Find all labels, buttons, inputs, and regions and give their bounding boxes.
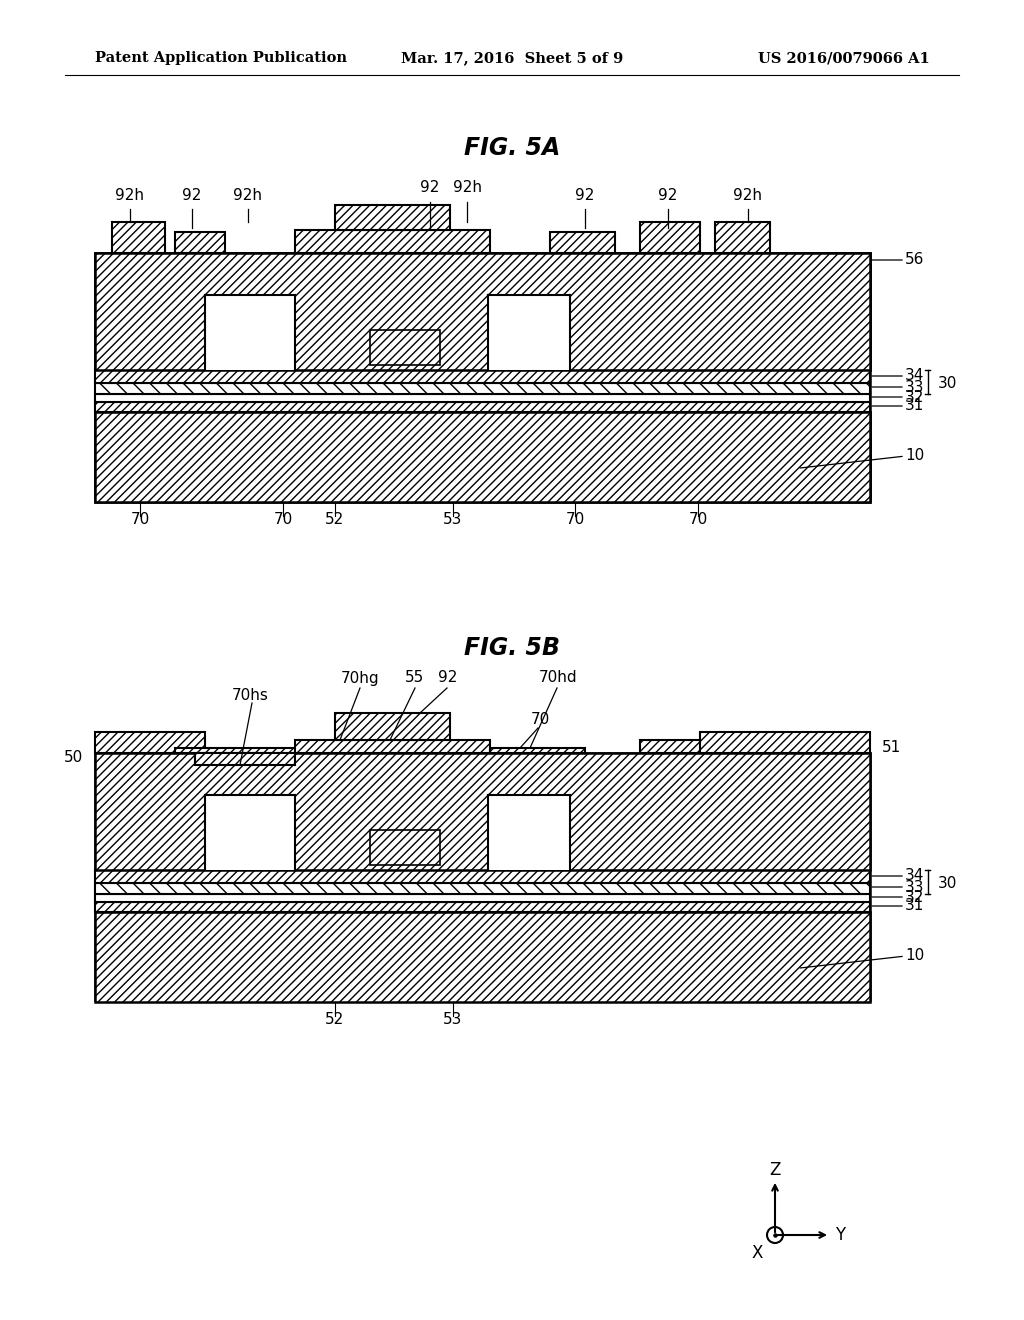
Bar — [95, 912, 870, 1002]
Bar — [370, 830, 440, 865]
Bar — [570, 294, 650, 360]
Text: 32: 32 — [872, 890, 925, 904]
Text: 34: 34 — [872, 368, 925, 384]
Text: 70: 70 — [565, 512, 585, 528]
Bar — [640, 222, 700, 253]
Bar — [95, 870, 870, 883]
Text: 92h: 92h — [233, 187, 262, 202]
Text: 92h: 92h — [116, 187, 144, 202]
Text: 33: 33 — [872, 380, 925, 395]
Text: 70: 70 — [130, 512, 150, 528]
Text: 56: 56 — [872, 252, 925, 268]
Bar — [488, 795, 570, 870]
Bar — [295, 741, 490, 752]
Bar — [335, 713, 450, 741]
Bar — [95, 733, 205, 752]
Bar — [95, 393, 870, 403]
Text: 92: 92 — [438, 671, 458, 685]
Text: 10: 10 — [800, 948, 925, 968]
Bar — [95, 894, 870, 902]
Bar — [488, 294, 570, 370]
Bar — [700, 733, 870, 752]
Text: 92h: 92h — [733, 187, 763, 202]
Bar — [490, 748, 585, 752]
Bar — [205, 795, 295, 870]
Text: 53: 53 — [443, 1012, 463, 1027]
Text: 92: 92 — [575, 187, 595, 202]
Bar — [370, 330, 440, 366]
Bar — [205, 294, 295, 370]
Text: 70: 70 — [273, 512, 293, 528]
Bar — [175, 232, 225, 253]
Text: 70hg: 70hg — [341, 671, 379, 685]
Bar — [95, 383, 870, 393]
Text: 70: 70 — [530, 713, 550, 727]
Text: Mar. 17, 2016  Sheet 5 of 9: Mar. 17, 2016 Sheet 5 of 9 — [400, 51, 624, 65]
Text: US 2016/0079066 A1: US 2016/0079066 A1 — [758, 51, 930, 65]
Bar — [95, 253, 870, 500]
Text: 30: 30 — [938, 375, 957, 391]
Text: 52: 52 — [326, 512, 345, 528]
Bar — [95, 253, 870, 370]
Bar — [95, 370, 870, 383]
Bar — [95, 902, 870, 912]
Text: 33: 33 — [872, 879, 925, 895]
Bar — [295, 230, 490, 253]
Text: 30: 30 — [938, 875, 957, 891]
Text: 92h: 92h — [453, 181, 481, 195]
Bar — [195, 752, 295, 766]
Bar — [95, 883, 870, 894]
Bar — [95, 403, 870, 412]
Text: FIG. 5B: FIG. 5B — [464, 636, 560, 660]
Text: 52: 52 — [326, 1012, 345, 1027]
Text: FIG. 5A: FIG. 5A — [464, 136, 560, 160]
Text: 53: 53 — [443, 512, 463, 528]
Bar — [175, 294, 255, 360]
Text: 70hs: 70hs — [231, 688, 268, 702]
Text: 31: 31 — [872, 399, 925, 413]
Bar — [95, 383, 870, 393]
Text: 70hd: 70hd — [539, 671, 578, 685]
Bar — [95, 412, 870, 502]
Text: 51: 51 — [882, 741, 901, 755]
Text: 55: 55 — [406, 671, 425, 685]
Text: Z: Z — [769, 1162, 780, 1179]
Bar — [95, 393, 870, 403]
Text: 92: 92 — [182, 187, 202, 202]
Text: 34: 34 — [872, 869, 925, 883]
Bar — [715, 222, 770, 253]
Bar — [95, 370, 870, 383]
Text: 92: 92 — [658, 187, 678, 202]
Text: 31: 31 — [872, 899, 925, 913]
Bar — [95, 752, 870, 870]
Text: 10: 10 — [800, 447, 925, 469]
Bar — [640, 741, 745, 752]
Bar — [112, 222, 165, 253]
Text: Y: Y — [835, 1226, 845, 1243]
Bar — [95, 253, 870, 370]
Text: Patent Application Publication: Patent Application Publication — [95, 51, 347, 65]
Bar — [95, 752, 870, 1001]
Bar — [95, 412, 870, 502]
Bar — [95, 403, 870, 412]
Text: X: X — [752, 1243, 763, 1262]
Text: 50: 50 — [63, 751, 83, 766]
Bar — [335, 205, 450, 230]
Bar — [550, 232, 615, 253]
Text: 32: 32 — [872, 389, 925, 404]
Text: 70: 70 — [688, 512, 708, 528]
Text: 92: 92 — [420, 181, 439, 195]
Bar — [175, 748, 305, 752]
